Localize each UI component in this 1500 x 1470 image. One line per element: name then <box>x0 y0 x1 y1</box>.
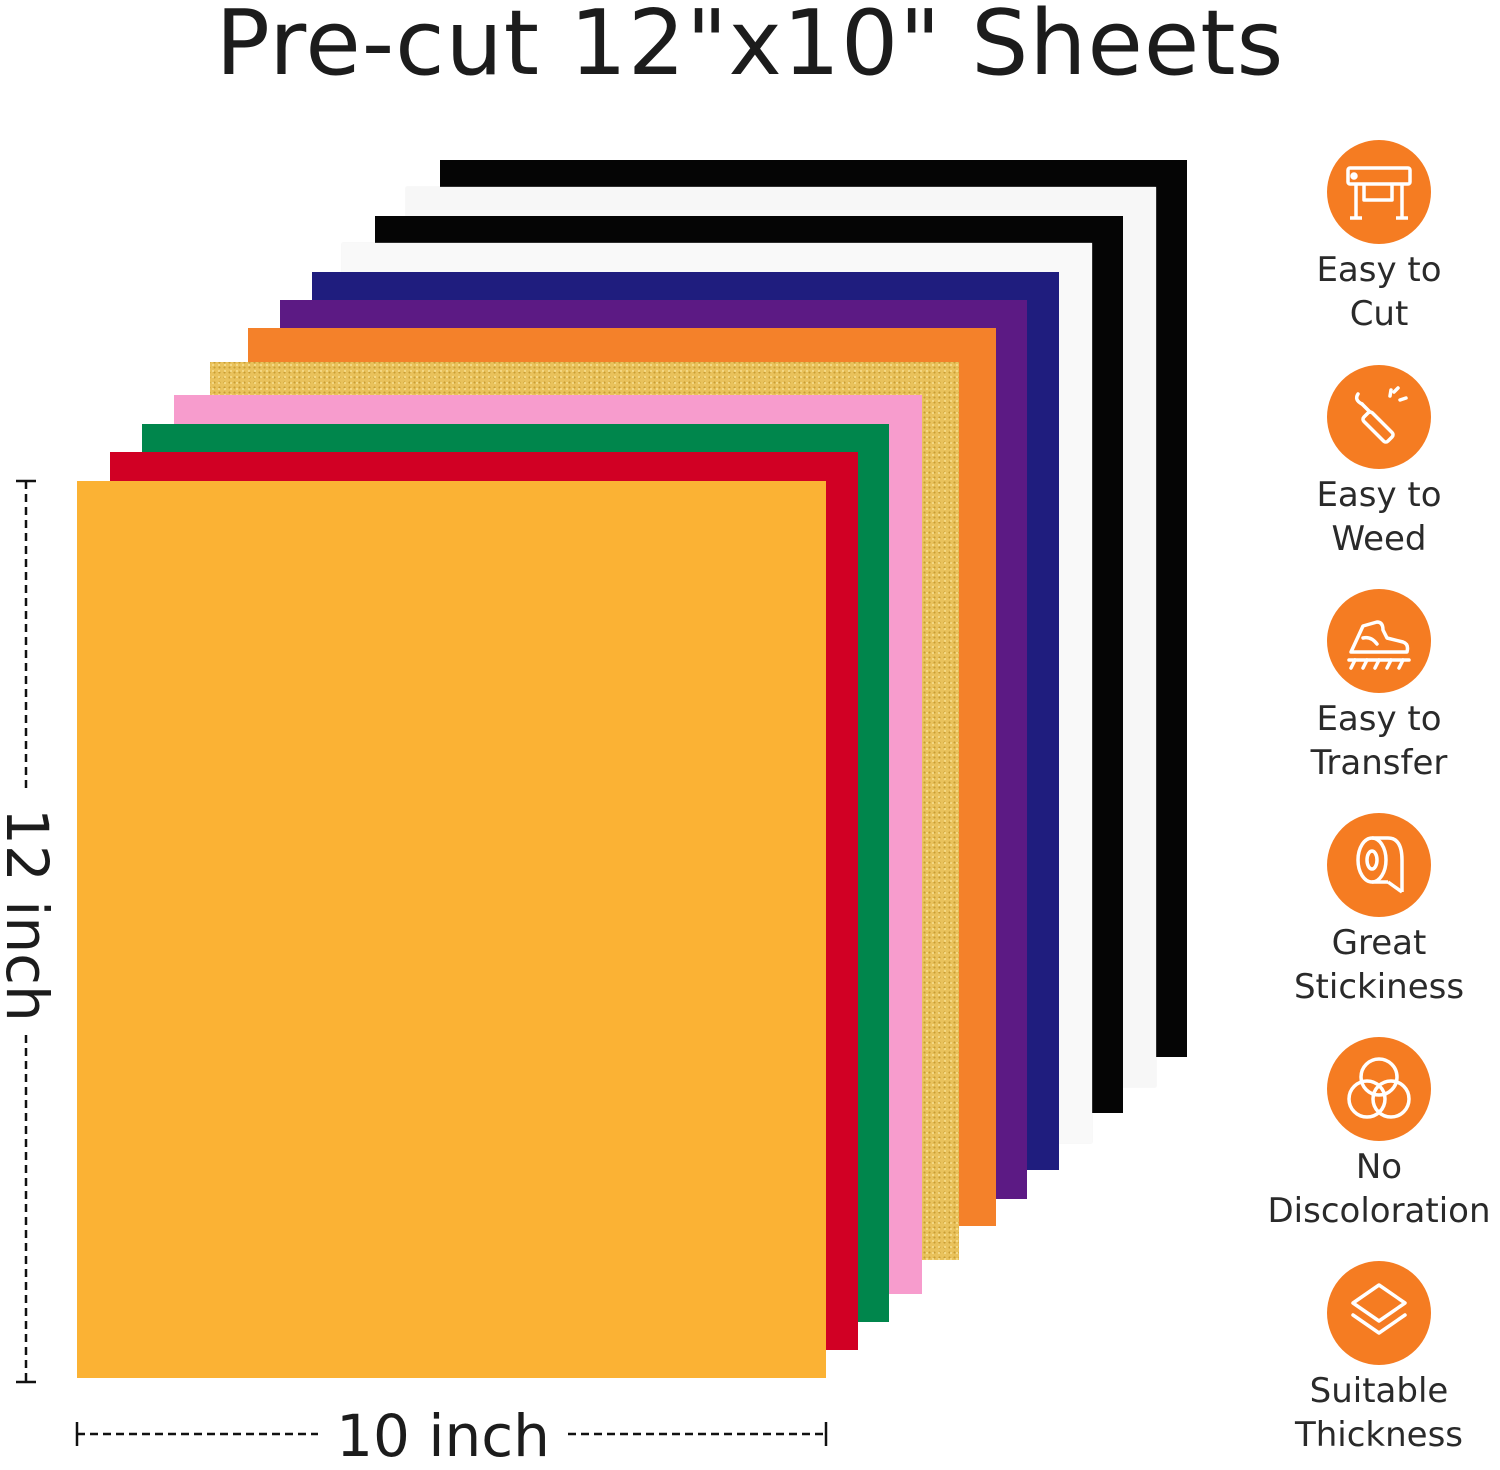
feature-line1: Easy to <box>1316 699 1442 739</box>
tape-roll-icon <box>1327 813 1431 917</box>
feature-no-discoloration: No Discoloration <box>1254 1037 1500 1233</box>
feature-line1: Easy to <box>1316 475 1442 515</box>
feature-easy-to-cut: Easy to Cut <box>1254 140 1500 336</box>
feature-line2: Thickness <box>1294 1415 1464 1455</box>
feature-easy-to-transfer: Easy to Transfer <box>1254 589 1500 785</box>
feature-easy-to-weed: Easy to Weed <box>1254 365 1500 561</box>
feature-suitable-thickness: Suitable Thickness <box>1254 1261 1500 1457</box>
feature-line1: Suitable <box>1309 1371 1449 1411</box>
width-label: 10 inch <box>336 1402 550 1470</box>
feature-line1: Great <box>1331 923 1427 963</box>
cutter-plotter-icon <box>1327 140 1431 244</box>
sheet-yellow <box>77 481 826 1378</box>
page-title: Pre-cut 12"x10" Sheets <box>215 0 1285 96</box>
feature-line2: Weed <box>1331 519 1427 559</box>
iron-transfer-icon <box>1327 589 1431 693</box>
overlapping-circles-icon <box>1327 1037 1431 1141</box>
weeding-hook-icon <box>1327 365 1431 469</box>
feature-line2: Discoloration <box>1267 1191 1491 1231</box>
feature-line2: Transfer <box>1310 743 1448 783</box>
feature-line1: No <box>1355 1147 1403 1187</box>
feature-line2: Cut <box>1349 294 1409 334</box>
feature-line1: Easy to <box>1316 250 1442 290</box>
feature-great-stickiness: Great Stickiness <box>1254 813 1500 1009</box>
layers-icon <box>1327 1261 1431 1365</box>
height-label: 12 inch <box>0 808 61 1022</box>
feature-line2: Stickiness <box>1293 967 1465 1007</box>
